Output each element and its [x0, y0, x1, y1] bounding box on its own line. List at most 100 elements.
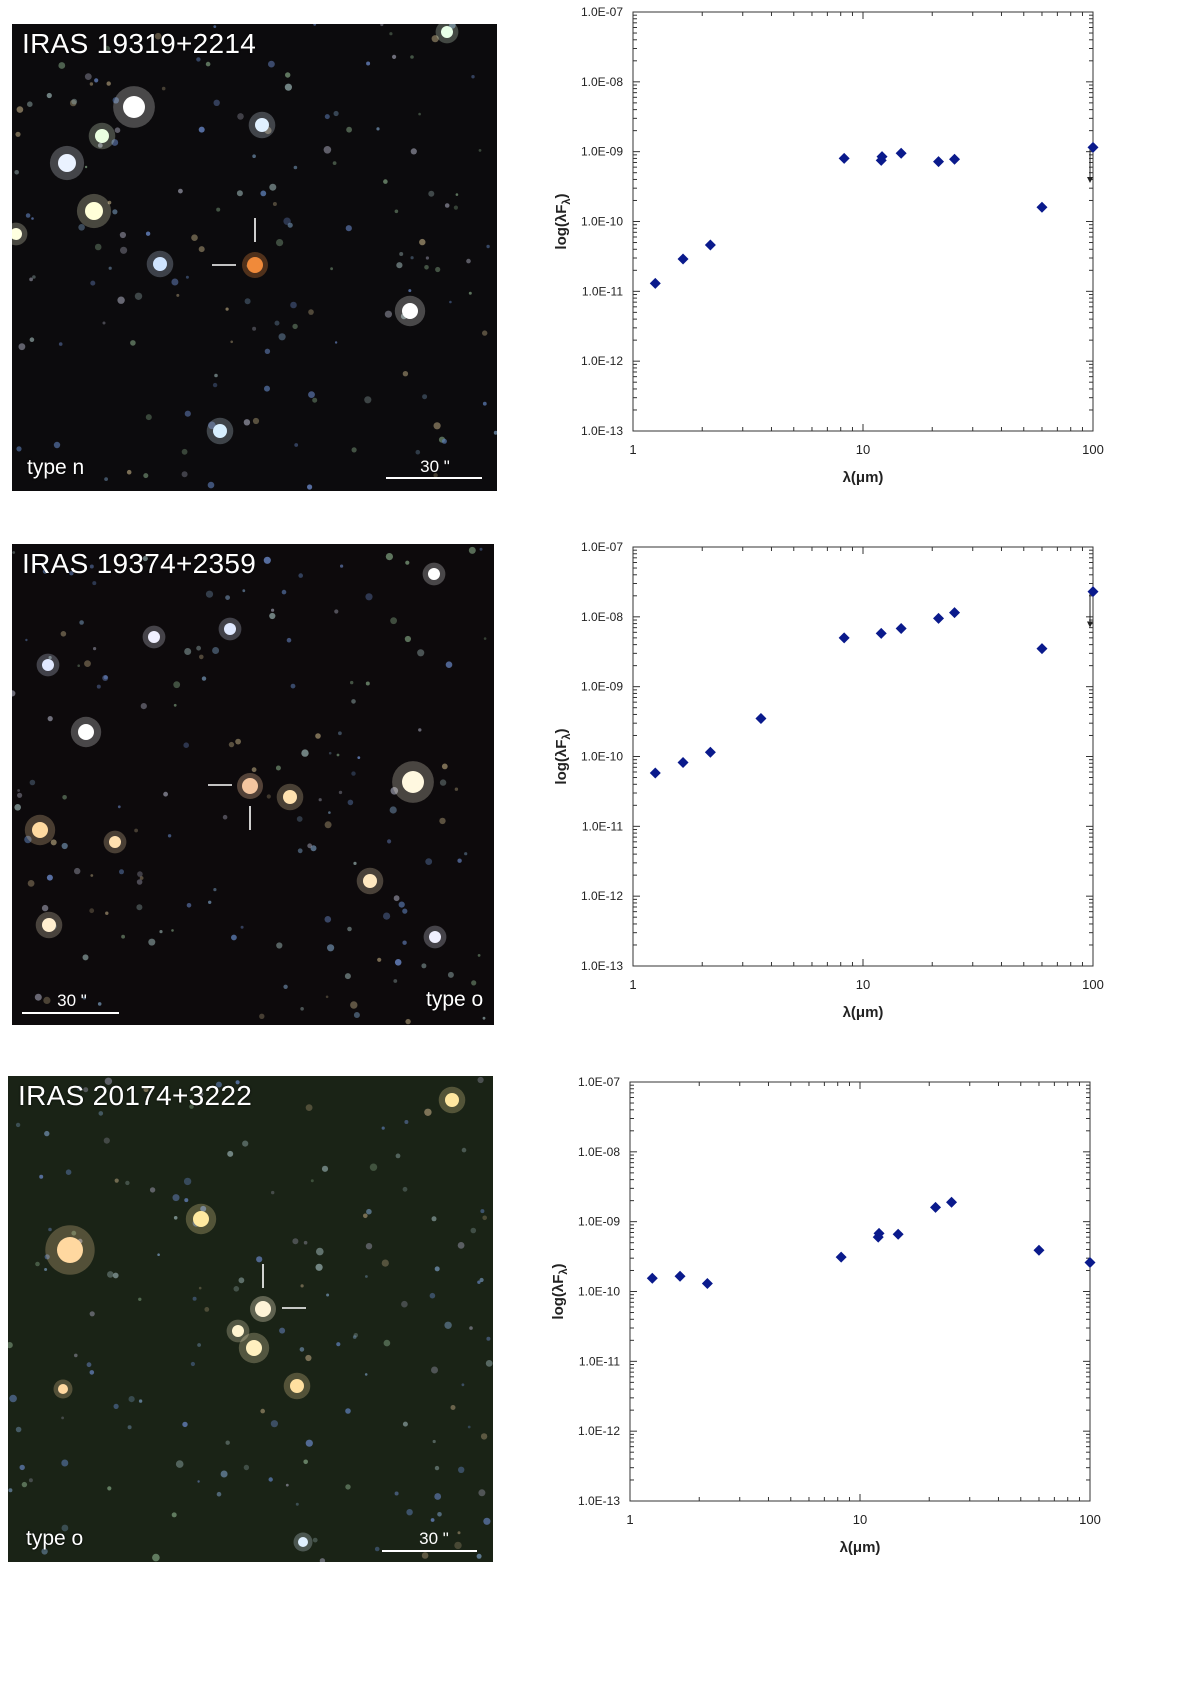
faint-star [196, 645, 202, 651]
faint-star [53, 441, 61, 449]
faint-star [89, 1370, 95, 1375]
bright-star [232, 1325, 244, 1337]
faint-star [381, 1126, 385, 1130]
faint-star [383, 1339, 391, 1347]
faint-star [389, 32, 393, 36]
faint-star [47, 716, 53, 722]
faint-star [112, 1272, 119, 1279]
faint-star [198, 1286, 202, 1290]
faint-star [316, 1247, 324, 1256]
faint-star [263, 556, 271, 564]
faint-star [61, 1459, 69, 1467]
faint-star [493, 430, 497, 435]
faint-star [486, 1336, 491, 1341]
faint-star [365, 593, 373, 601]
faint-star [326, 1293, 330, 1297]
faint-star [270, 1420, 278, 1428]
faint-star [369, 1163, 378, 1171]
faint-star [205, 590, 214, 598]
faint-star [390, 787, 399, 795]
faint-star [454, 1541, 462, 1550]
bright-star [402, 771, 424, 793]
faint-star [178, 188, 183, 194]
faint-star [272, 202, 277, 206]
faint-star [433, 422, 441, 430]
faint-star [287, 222, 293, 228]
faint-star [61, 842, 68, 850]
faint-star [184, 1198, 189, 1203]
faint-star [240, 925, 244, 929]
faint-star [394, 209, 399, 214]
bright-star [58, 1384, 68, 1394]
upper-limit-arrowhead [1087, 177, 1093, 184]
bright-star [402, 303, 418, 319]
y-tick-label: 1.0E-13 [578, 1494, 620, 1508]
faint-star [455, 193, 459, 196]
faint-star [86, 1362, 92, 1368]
faint-star [276, 942, 283, 949]
faint-star [84, 73, 92, 80]
faint-star [300, 1007, 304, 1011]
faint-star [184, 410, 191, 417]
faint-star [421, 1552, 429, 1559]
faint-star [402, 1186, 408, 1192]
faint-star [238, 1277, 245, 1284]
faint-star [143, 473, 149, 479]
faint-star [290, 301, 297, 309]
faint-star [227, 1150, 234, 1157]
faint-star [121, 934, 125, 939]
faint-star [39, 1174, 44, 1179]
faint-star [201, 676, 207, 681]
faint-star [82, 954, 89, 961]
faint-star [485, 1360, 493, 1367]
faint-star [441, 763, 448, 770]
faint-star [76, 1085, 83, 1092]
faint-star [84, 660, 91, 667]
faint-star [482, 330, 488, 336]
data-point [1036, 643, 1048, 655]
scale-label-3: 30 " [419, 1529, 449, 1548]
faint-star [175, 1460, 184, 1468]
faint-star [461, 1147, 467, 1153]
faint-star [338, 790, 343, 795]
scale-bar-3 [382, 1550, 477, 1552]
faint-star [431, 1366, 438, 1374]
faint-star [205, 61, 211, 67]
faint-star [117, 805, 121, 809]
faint-star [390, 617, 397, 625]
faint-star [324, 114, 330, 120]
y-tick-label: 1.0E-09 [581, 680, 623, 694]
faint-star [380, 24, 384, 27]
sed-chart-3: 1 10 100 1.0E-07 1.0E-08 1.0E-09 1.0E-10 1.0E-1… [542, 1070, 1102, 1570]
faint-star [321, 1165, 329, 1172]
faint-star [103, 1137, 110, 1144]
faint-star [363, 1213, 368, 1219]
bright-star [57, 1237, 83, 1263]
faint-star [439, 779, 447, 786]
faint-star [264, 348, 271, 354]
faint-star [189, 1104, 194, 1109]
faint-star [96, 684, 101, 689]
faint-star [294, 443, 299, 447]
faint-star [365, 1275, 368, 1278]
faint-star [425, 256, 429, 260]
faint-star [251, 767, 257, 773]
faint-star [393, 979, 398, 983]
faint-star [61, 1524, 69, 1532]
faint-star [163, 791, 169, 797]
data-point [677, 757, 689, 769]
faint-star [328, 811, 331, 814]
faint-star [126, 469, 132, 475]
faint-star [171, 929, 174, 932]
faint-star [266, 794, 271, 799]
faint-star [293, 165, 298, 170]
faint-star [457, 858, 462, 863]
faint-star [268, 1477, 273, 1482]
faint-star [271, 608, 275, 612]
faint-star [12, 551, 16, 554]
faint-star [208, 421, 216, 430]
faint-star [352, 1335, 357, 1339]
faint-star [444, 203, 450, 208]
faint-star [127, 1425, 132, 1430]
faint-star [120, 246, 128, 254]
